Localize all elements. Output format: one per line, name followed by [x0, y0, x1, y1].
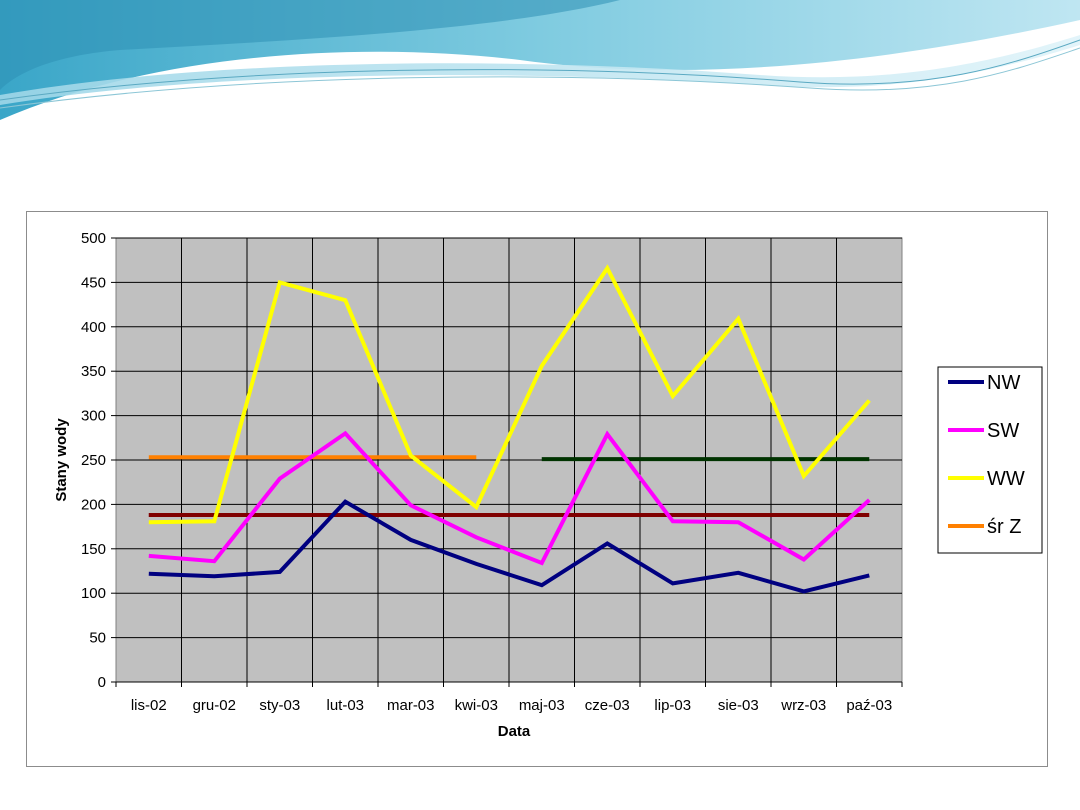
legend-items: NW SW WW śr Z — [948, 372, 1025, 538]
x-axis-ticks: lis-02 gru-02 sty-03 lut-03 mar-03 kwi-03 maj-… — [115, 682, 903, 714]
slide-header-decoration — [0, 0, 1080, 120]
series-line-SW — [148, 430, 871, 566]
y-tick-label: 450 — [81, 274, 106, 291]
x-tick-label: wrz-03 — [780, 697, 826, 714]
y-tick-label: 250 — [81, 452, 106, 469]
x-tick-label: maj-03 — [519, 697, 565, 714]
series-line-WW — [148, 264, 871, 525]
x-tick-label: sie-03 — [718, 697, 759, 714]
series-lines — [148, 264, 871, 594]
series-line-NW — [148, 499, 870, 594]
x-tick-label: cze-03 — [585, 697, 630, 714]
legend-label: WW — [987, 468, 1025, 490]
x-tick-label: sty-03 — [259, 697, 300, 714]
x-tick-label: paź-03 — [846, 697, 892, 714]
y-tick-label: 150 — [81, 541, 106, 558]
chart-container: 0 50 100 150 200 250 300 350 400 450 500 lis-02 gru… — [26, 211, 1048, 767]
y-tick-label: 0 — [98, 674, 106, 691]
y-tick-label: 300 — [81, 408, 106, 425]
x-tick-label: gru-02 — [193, 697, 236, 714]
legend-label: śr Z — [987, 516, 1021, 538]
x-tick-label: lut-03 — [326, 697, 364, 714]
line-chart: 0 50 100 150 200 250 300 350 400 450 500 lis-02 gru… — [53, 230, 1043, 740]
x-tick-label: lis-02 — [131, 697, 167, 714]
y-tick-label: 500 — [81, 230, 106, 247]
legend-box — [937, 366, 1043, 554]
x-tick-label: mar-03 — [387, 697, 435, 714]
y-tick-label: 200 — [81, 496, 106, 513]
y-tick-label: 400 — [81, 319, 106, 336]
y-axis-title: Stany wody — [53, 418, 70, 502]
x-tick-label: kwi-03 — [455, 697, 498, 714]
y-tick-label: 100 — [81, 585, 106, 602]
y-axis-ticks: 0 50 100 150 200 250 300 350 400 450 500 — [81, 230, 116, 691]
x-tick-label: lip-03 — [654, 697, 691, 714]
y-tick-label: 350 — [81, 363, 106, 380]
legend: NW SW WW śr Z — [937, 366, 1043, 554]
y-tick-label: 50 — [89, 630, 106, 647]
legend-label: NW — [987, 372, 1020, 394]
legend-label: SW — [987, 420, 1019, 442]
x-axis-title: Data — [498, 723, 531, 740]
